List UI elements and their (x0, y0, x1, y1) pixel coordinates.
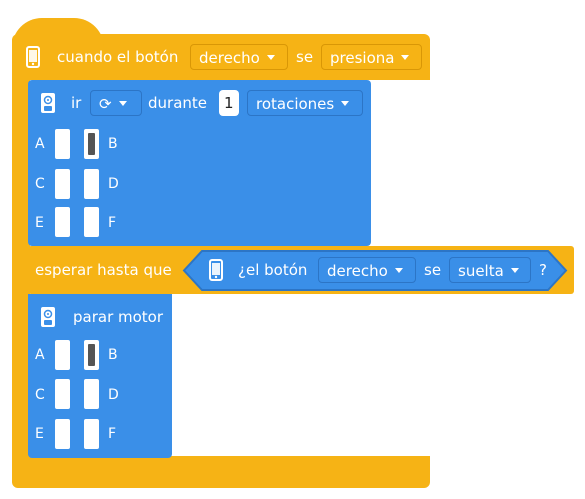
event-block-left-arm (12, 78, 30, 470)
chevron-down-icon (341, 101, 350, 106)
condition-se-label: se (424, 261, 442, 279)
port-e-toggle[interactable] (55, 419, 70, 449)
rotate-clockwise-icon: ⟳ (99, 95, 112, 113)
condition-action-value: suelta (458, 262, 504, 280)
port-label-a: A (35, 347, 45, 363)
condition-button-select[interactable]: derecho (318, 257, 416, 283)
port-label-c: C (35, 387, 45, 403)
event-hat-cap (12, 18, 104, 48)
port-label-d: D (108, 176, 119, 192)
motor-icon (40, 306, 56, 332)
event-block-footer (12, 456, 430, 488)
port-a-toggle[interactable] (55, 340, 70, 370)
during-label: durante (148, 94, 208, 112)
direction-select[interactable]: ⟳ (90, 90, 142, 116)
port-label-e: E (35, 215, 44, 231)
stop-motor-label: parar motor (73, 308, 164, 326)
port-d-toggle[interactable] (84, 169, 99, 199)
port-b-toggle[interactable] (84, 129, 99, 159)
port-d-toggle[interactable] (84, 379, 99, 409)
port-a-toggle[interactable] (55, 129, 70, 159)
port-f-toggle[interactable] (84, 207, 99, 237)
wait-label: esperar hasta que (35, 261, 172, 279)
unit-select[interactable]: rotaciones (247, 90, 363, 116)
unit-select-value: rotaciones (256, 95, 335, 113)
port-label-f: F (108, 426, 117, 442)
port-f-toggle[interactable] (84, 419, 99, 449)
port-label-f: F (108, 215, 117, 231)
port-label-b: B (108, 347, 118, 363)
condition-action-select[interactable]: suelta (449, 257, 531, 283)
go-label: ir (71, 94, 82, 112)
condition-question-mark: ? (539, 261, 547, 279)
port-b-toggle[interactable] (84, 340, 99, 370)
chevron-down-icon (266, 55, 275, 60)
port-label-b: B (108, 136, 118, 152)
condition-button-label: ¿el botón (238, 261, 308, 279)
port-c-toggle[interactable] (55, 379, 70, 409)
button-select-value: derecho (199, 49, 260, 67)
motor-icon (40, 92, 56, 118)
phone-icon (26, 46, 40, 72)
condition-button-value: derecho (327, 262, 388, 280)
hat-se-label: se (296, 48, 314, 66)
port-label-a: A (35, 136, 45, 152)
port-e-toggle[interactable] (55, 207, 70, 237)
motor-go-block-body (28, 124, 371, 246)
port-label-d: D (108, 387, 119, 403)
port-label-c: C (35, 176, 45, 192)
port-c-toggle[interactable] (55, 169, 70, 199)
port-label-e: E (35, 426, 44, 442)
action-select-value: presiona (330, 49, 395, 67)
button-select[interactable]: derecho (190, 44, 288, 70)
action-select[interactable]: presiona (321, 44, 422, 70)
hat-when-label: cuando el botón (57, 48, 179, 66)
chevron-down-icon (394, 268, 403, 273)
amount-input-value: 1 (224, 94, 234, 112)
phone-icon (209, 259, 223, 285)
chevron-down-icon (118, 101, 127, 106)
amount-input[interactable]: 1 (219, 90, 239, 116)
chevron-down-icon (510, 268, 519, 273)
chevron-down-icon (401, 55, 410, 60)
